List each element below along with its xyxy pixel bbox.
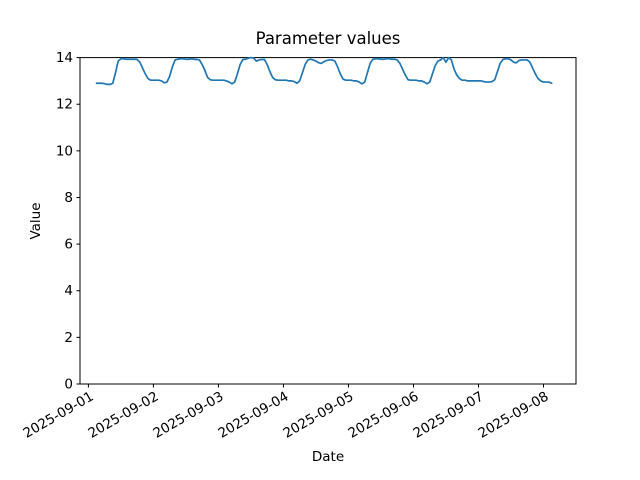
y-tick-label: 8 xyxy=(64,190,73,206)
y-tick-label: 4 xyxy=(64,283,73,299)
y-tick-label: 0 xyxy=(64,377,73,393)
x-tick-label: 2025-09-04 xyxy=(215,389,291,442)
y-tick-label: 14 xyxy=(56,50,73,66)
axes-border xyxy=(79,57,577,385)
x-tick-label: 2025-09-08 xyxy=(476,389,552,442)
x-tick-label: 2025-09-03 xyxy=(150,389,226,442)
x-tick-label: 2025-09-02 xyxy=(85,389,161,442)
y-tick-label: 10 xyxy=(56,143,73,159)
x-tick-label: 2025-09-01 xyxy=(20,389,96,442)
data-line xyxy=(95,56,553,86)
y-tick-label: 2 xyxy=(64,330,73,346)
chart-title: Parameter values xyxy=(255,29,401,48)
x-tick-label: 2025-09-05 xyxy=(280,389,356,442)
y-tick-label: 12 xyxy=(56,97,73,113)
x-axis-label: Date xyxy=(311,449,345,465)
x-tick-label: 2025-09-06 xyxy=(346,389,422,442)
x-tick-label: 2025-09-07 xyxy=(411,389,487,442)
y-tick-label: 6 xyxy=(64,237,73,253)
